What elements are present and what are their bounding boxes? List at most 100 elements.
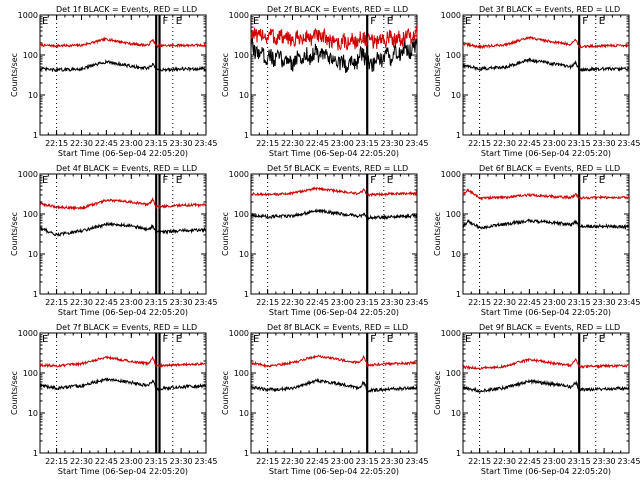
marker-letter: F: [163, 16, 169, 27]
y-tick-label: 1: [33, 131, 38, 140]
y-tick-label: 100: [234, 369, 249, 378]
x-axis-label: Start Time (06-Sep-04 22:05:20): [269, 149, 399, 158]
y-axis-label: Counts/sec: [221, 53, 230, 97]
x-tick-label: 23:30: [170, 298, 193, 307]
x-tick-label: 23:45: [194, 457, 217, 466]
chart-title: Det 8f BLACK = Events, RED = LLD: [267, 323, 408, 332]
x-tick-label: 22:30: [281, 139, 304, 148]
x-tick-label: 22:45: [306, 457, 329, 466]
y-tick-label: 10: [239, 91, 249, 100]
x-tick-label: 22:15: [468, 139, 491, 148]
marker-letter: E: [387, 175, 393, 186]
x-tick-label: 22:30: [281, 457, 304, 466]
y-axis-label: Counts/sec: [10, 371, 19, 415]
y-axis-label: Counts/sec: [433, 212, 442, 256]
series-line-lld: [463, 190, 629, 200]
chart-title: Det 1f BLACK = Events, RED = LLD: [56, 5, 197, 14]
series-line-lld: [251, 188, 417, 196]
x-tick-label: 23:00: [331, 139, 354, 148]
x-tick-label: 22:45: [306, 139, 329, 148]
plot-frame: [40, 174, 206, 294]
plot-frame: [40, 15, 206, 135]
x-tick-label: 23:00: [120, 298, 143, 307]
x-axis-label: Start Time (06-Sep-04 22:05:20): [481, 308, 611, 317]
chart-title: Det 4f BLACK = Events, RED = LLD: [56, 164, 197, 173]
y-tick-label: 10: [451, 91, 461, 100]
y-tick-label: 10: [239, 409, 249, 418]
y-tick-label: 100: [234, 51, 249, 60]
x-tick-label: 23:00: [331, 298, 354, 307]
x-tick-label: 23:15: [568, 298, 591, 307]
x-tick-label: 23:30: [593, 139, 616, 148]
x-tick-label: 23:45: [617, 457, 640, 466]
marker-letter: F: [370, 16, 376, 27]
x-tick-label: 23:15: [356, 457, 379, 466]
x-tick-label: 23:00: [331, 457, 354, 466]
series-line-lld: [40, 356, 206, 367]
y-tick-label: 10: [28, 250, 38, 259]
marker-letter: E: [387, 334, 393, 345]
y-tick-label: 1000: [18, 329, 38, 338]
y-tick-label: 1: [33, 449, 38, 458]
x-tick-label: 23:15: [356, 298, 379, 307]
series-line-events: [40, 61, 206, 72]
y-axis-label: Counts/sec: [10, 212, 19, 256]
x-tick-label: 22:45: [518, 139, 541, 148]
x-tick-label: 23:00: [120, 457, 143, 466]
y-axis-label: Counts/sec: [10, 53, 19, 97]
x-tick-label: 23:30: [170, 457, 193, 466]
x-axis-label: Start Time (06-Sep-04 22:05:20): [58, 467, 188, 476]
marker-letter: E: [465, 334, 471, 345]
y-tick-label: 1: [456, 449, 461, 458]
marker-letter: E: [599, 334, 605, 345]
x-tick-label: 22:15: [45, 457, 68, 466]
x-tick-label: 22:30: [493, 298, 516, 307]
y-tick-label: 1000: [229, 170, 249, 179]
chart-title: Det 2f BLACK = Events, RED = LLD: [267, 5, 408, 14]
x-tick-label: 23:00: [543, 457, 566, 466]
x-axis-label: Start Time (06-Sep-04 22:05:20): [269, 467, 399, 476]
chart-panel-1: Det 1f BLACK = Events, RED = LLD 1 10 100 10…: [10, 5, 218, 158]
x-tick-label: 23:15: [568, 139, 591, 148]
y-axis-label: Counts/sec: [221, 212, 230, 256]
x-tick-label: 22:30: [493, 457, 516, 466]
plot-frame: [40, 333, 206, 453]
chart-panel-9: Det 9f BLACK = Events, RED = LLD 1 10 100 10…: [433, 323, 640, 476]
marker-letter: F: [370, 175, 376, 186]
x-tick-label: 23:00: [120, 139, 143, 148]
chart-title: Det 7f BLACK = Events, RED = LLD: [56, 323, 197, 332]
y-tick-label: 10: [451, 409, 461, 418]
chart-panel-3: Det 3f BLACK = Events, RED = LLD11010010…: [433, 5, 640, 158]
chart-panel-7: Det 7f BLACK = Events, RED = LLD 1 10 100 10…: [10, 323, 218, 476]
chart-title: Det 6f BLACK = Events, RED = LLD: [479, 164, 620, 173]
chart-panel-2: Det 2f BLACK = Events, RED = LLD 1 10 100 10…: [221, 5, 429, 158]
series-line-events: [251, 210, 417, 220]
series-line-events: [251, 380, 417, 392]
y-tick-label: 100: [23, 210, 38, 219]
series-line-events: [463, 380, 629, 392]
y-tick-label: 10: [28, 91, 38, 100]
y-tick-label: 100: [446, 51, 461, 60]
x-tick-label: 22:45: [95, 298, 118, 307]
series-line-lld: [40, 38, 206, 47]
y-tick-label: 1000: [441, 329, 461, 338]
x-tick-label: 22:45: [306, 298, 329, 307]
x-tick-label: 22:30: [70, 139, 93, 148]
x-tick-label: 22:30: [281, 298, 304, 307]
x-tick-label: 22:30: [70, 457, 93, 466]
y-tick-label: 10: [28, 409, 38, 418]
y-tick-label: 1: [244, 449, 249, 458]
series-line-lld: [251, 355, 417, 367]
marker-letter: E: [599, 175, 605, 186]
x-tick-label: 23:30: [170, 139, 193, 148]
y-tick-label: 100: [234, 210, 249, 219]
chart-panel-5: Det 5f BLACK = Events, RED = LLD11010010…: [221, 164, 429, 317]
x-tick-label: 23:30: [381, 457, 404, 466]
x-tick-label: 23:30: [593, 298, 616, 307]
marker-letter: E: [387, 16, 393, 27]
x-tick-label: 23:45: [194, 139, 217, 148]
x-tick-label: 23:15: [145, 298, 168, 307]
chart-panel-8: Det 8f BLACK = Events, RED = LLD 1 10 100 10…: [221, 323, 429, 476]
marker-letter: F: [582, 175, 588, 186]
x-tick-label: 23:30: [593, 457, 616, 466]
